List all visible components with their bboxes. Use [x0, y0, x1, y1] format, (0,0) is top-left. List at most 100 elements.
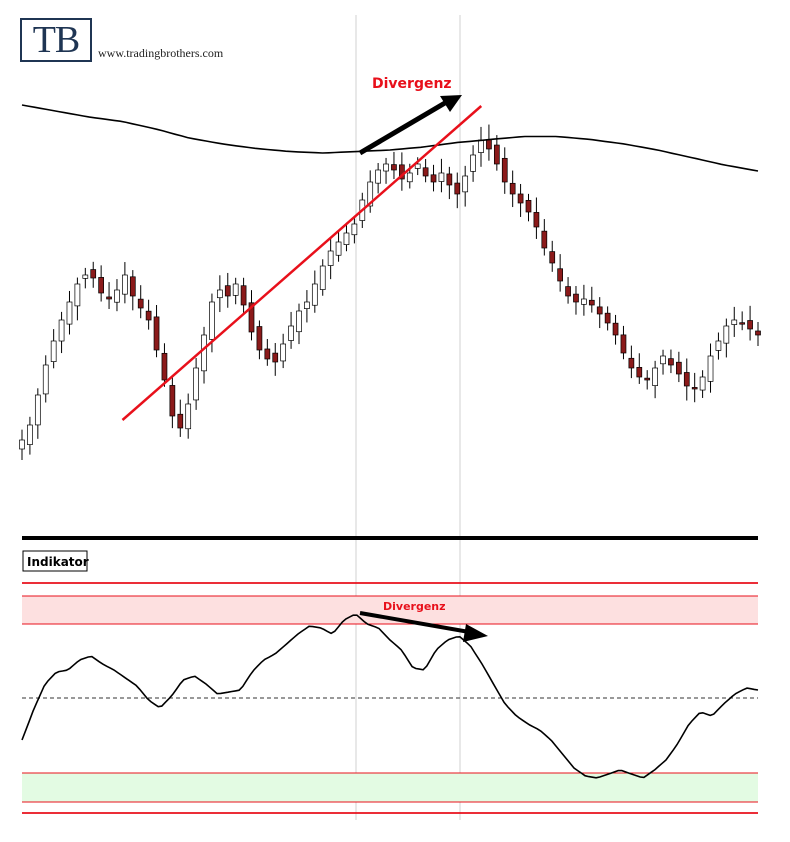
- candle-body: [288, 325, 294, 341]
- candle-body: [311, 283, 318, 306]
- candle-body: [612, 322, 619, 336]
- candle-body: [707, 355, 714, 382]
- candle-body: [438, 172, 445, 182]
- candle-body: [462, 175, 469, 193]
- candle-body: [74, 283, 81, 307]
- candle-body: [422, 167, 429, 177]
- candle-body: [486, 139, 492, 150]
- candle-body: [414, 163, 421, 169]
- candle-body: [525, 199, 532, 213]
- candle-body: [201, 334, 207, 372]
- divergence-arrow-indicator: [359, 611, 476, 635]
- candle-body: [280, 343, 287, 362]
- indicator-line: [21, 614, 759, 779]
- candle-body: [470, 154, 476, 172]
- candle-body: [129, 276, 136, 297]
- candle-body: [185, 403, 192, 430]
- candle-body: [517, 193, 524, 204]
- trendline: [121, 105, 483, 421]
- candle-body: [699, 376, 706, 391]
- candle-body: [644, 377, 651, 381]
- candle-body: [676, 361, 682, 375]
- candle-body: [296, 310, 302, 333]
- candle-body: [50, 340, 57, 362]
- candle-body: [620, 334, 627, 354]
- candle-body: [232, 283, 239, 296]
- candle-body: [34, 394, 41, 426]
- candle-body: [90, 269, 97, 279]
- candle-body: [549, 251, 556, 264]
- divergence-arrowhead-indicator: [463, 624, 488, 642]
- candle-body: [42, 364, 49, 395]
- candle-body: [145, 310, 152, 321]
- candle-body: [533, 212, 540, 228]
- divergence-label-price: Divergenz: [372, 76, 452, 92]
- candle-body: [406, 172, 413, 183]
- candle-body: [493, 144, 500, 165]
- indicator-title: Indikator: [27, 555, 89, 569]
- candle-body: [565, 286, 571, 297]
- candle-body: [161, 352, 168, 381]
- candle-body: [240, 285, 247, 306]
- website-url: www.tradingbrothers.com: [98, 46, 224, 60]
- candle-body: [541, 230, 548, 249]
- logo: TB: [20, 18, 92, 62]
- candle-body: [723, 325, 730, 344]
- candle-body: [264, 348, 271, 360]
- candle-body: [375, 169, 381, 184]
- price-panel: Divergenz: [19, 15, 761, 820]
- candle-body: [335, 241, 342, 256]
- moving-average-line: [21, 104, 759, 172]
- candle-body: [272, 352, 279, 363]
- candle-body: [652, 367, 658, 386]
- oversold-zone: [22, 773, 758, 802]
- candle-body: [454, 182, 461, 195]
- candle-body: [715, 340, 722, 351]
- candle-body: [256, 326, 263, 351]
- candle-body: [731, 319, 738, 325]
- candle-body: [581, 298, 587, 305]
- candle-body: [224, 285, 231, 297]
- candle-body: [122, 274, 128, 295]
- candle-body: [755, 330, 761, 336]
- divergence-arrow-price: [358, 97, 452, 156]
- candle-body: [58, 319, 65, 342]
- candle-body: [430, 174, 437, 183]
- candle-body: [351, 223, 358, 236]
- candle-body: [153, 316, 160, 351]
- candle-body: [106, 296, 112, 300]
- candle-body: [343, 232, 350, 245]
- candle-body: [660, 355, 666, 365]
- candle-body: [137, 298, 144, 309]
- candle-body: [668, 358, 674, 366]
- panel-separator: [22, 536, 758, 540]
- logo-text: TB: [32, 19, 81, 61]
- candle-body: [169, 385, 176, 417]
- candle-body: [501, 157, 508, 183]
- candle-body: [216, 289, 223, 299]
- candle-body: [478, 139, 484, 153]
- candle-body: [248, 302, 255, 333]
- candle-body: [19, 439, 25, 450]
- candle-body: [367, 181, 374, 207]
- divergence-label-indicator: Divergenz: [383, 600, 446, 613]
- candle-body: [596, 306, 603, 315]
- candle-body: [747, 320, 753, 330]
- candle-body: [628, 357, 635, 369]
- candle-body: [327, 250, 334, 266]
- candle-body: [683, 372, 690, 387]
- divergence-arrowhead-price: [440, 95, 462, 112]
- candle-body: [557, 268, 564, 282]
- candle-body: [509, 182, 516, 195]
- candle-body: [383, 163, 389, 172]
- candle-body: [604, 312, 611, 324]
- candle-body: [66, 301, 73, 325]
- candle-body: [691, 387, 698, 390]
- candle-body: [636, 367, 643, 378]
- candle-body: [193, 367, 199, 401]
- candle-body: [319, 265, 326, 290]
- candle-body: [304, 301, 310, 309]
- candle-body: [114, 289, 120, 303]
- candle-body: [27, 424, 33, 445]
